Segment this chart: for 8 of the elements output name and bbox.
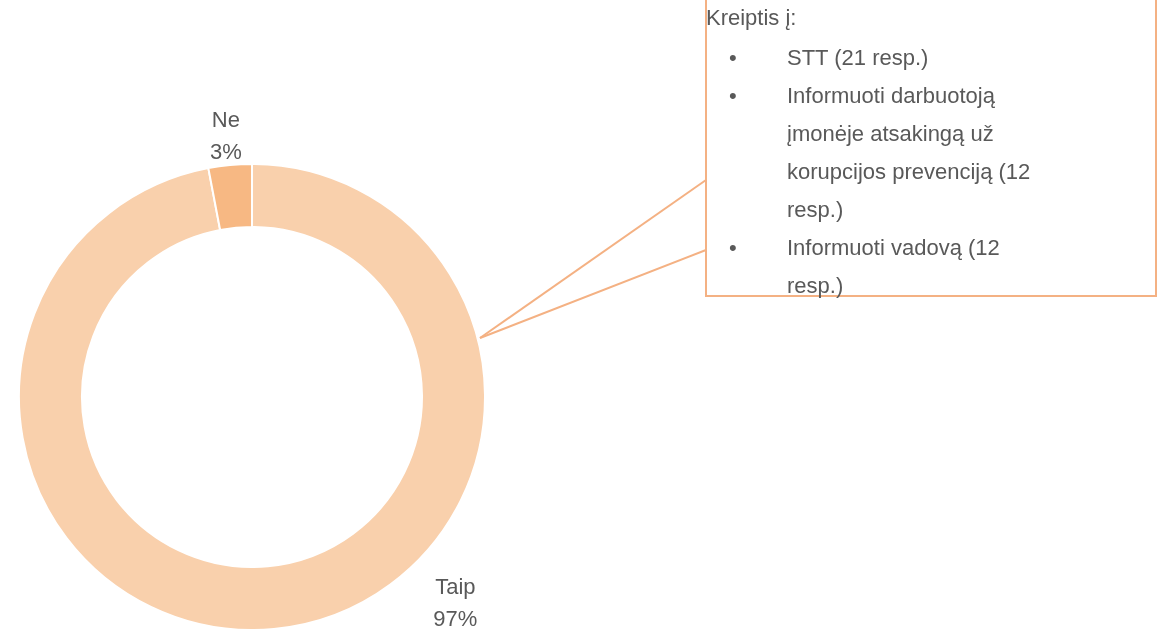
text: • Informuoti vadovą (12 resp.) (729, 235, 1000, 298)
text: Kreiptis į: (706, 5, 797, 30)
text: • STT (21 resp.) (729, 45, 929, 70)
slice-label: Ne (211, 107, 240, 133)
slice-label: Taip (435, 573, 476, 599)
data-label: 97% (433, 605, 478, 631)
data-label: 3% (209, 139, 242, 165)
text: • Informuoti darbuotoją įmonėje atsakingą už korupcijos prevenciją (12 resp.) (729, 83, 1031, 222)
